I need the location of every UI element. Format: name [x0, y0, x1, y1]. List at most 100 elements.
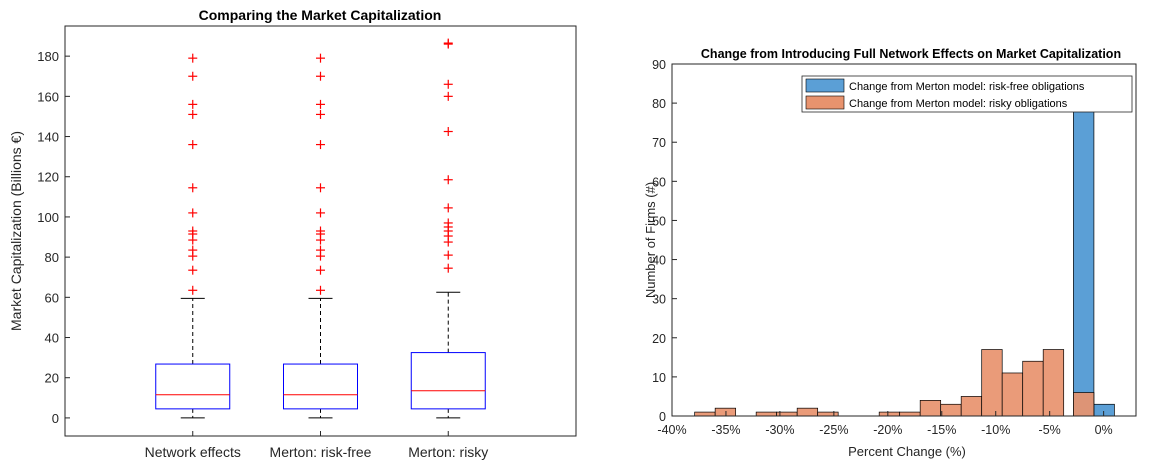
histogram-title: Change from Introducing Full Network Eff…: [701, 47, 1121, 61]
histogram-x-axis-label: Percent Change (%): [848, 444, 966, 459]
boxplot-title: Comparing the Market Capitalization: [199, 7, 442, 23]
outlier-marker: [316, 226, 325, 236]
outlier-marker: [443, 218, 453, 228]
histogram-x-tick-label: -30%: [765, 423, 794, 437]
boxplot-y-ticks: 0 20 40 60 80 100 120 140 160 180: [37, 49, 70, 426]
legend-label-risk-free: Change from Merton model: risk-free obli…: [849, 81, 1085, 93]
histogram-bar-risky: [1042, 349, 1065, 417]
histogram-bar-risky: [694, 411, 716, 417]
histogram-y-tick-label: 60: [652, 175, 666, 189]
histogram-bars: [694, 79, 1115, 417]
histogram-y-tick-label: 0: [659, 410, 666, 424]
outlier-marker: [188, 53, 198, 63]
histogram-bar-risky: [1001, 372, 1024, 417]
boxplot-group: [410, 38, 486, 419]
boxplot-y-tick-label: 80: [45, 250, 59, 265]
outlier-marker: [316, 245, 325, 255]
outlier-marker: [188, 226, 198, 236]
outlier-marker: [316, 71, 325, 81]
legend-swatch-risky: [805, 95, 845, 110]
outlier-marker: [316, 183, 325, 193]
outlier-marker: [188, 245, 198, 255]
outlier-marker: [443, 175, 453, 185]
boxplot-category-label: Merton: risk-free: [270, 444, 372, 460]
boxplot-y-tick-label: 20: [45, 371, 59, 386]
boxplot-y-tick-label: 160: [37, 89, 59, 104]
outlier-marker: [316, 140, 325, 150]
histogram-x-tick-label: -10%: [981, 423, 1010, 437]
histogram-bar-risky: [714, 407, 737, 417]
histogram-y-tick-label: 80: [652, 97, 666, 111]
histogram-x-ticks: -40% -35% -30% -25% -20% -15% -10% -5% 0%: [657, 411, 1113, 437]
boxplot-category-label: Merton: risky: [408, 444, 488, 460]
boxplot-y-tick-label: 120: [37, 170, 59, 185]
boxplot-y-tick-label: 140: [37, 130, 59, 145]
histogram-bar-risky: [1073, 392, 1095, 417]
boxplot-y-tick-label: 100: [37, 210, 59, 225]
outlier-marker: [443, 91, 453, 101]
legend-swatch-risk-free: [805, 78, 845, 93]
histogram-y-tick-label: 70: [652, 136, 666, 150]
histogram-x-tick-label: -40%: [657, 423, 686, 437]
histogram-x-tick-label: -20%: [873, 423, 902, 437]
histogram-axes-frame: [671, 63, 1137, 417]
boxplot-x-ticks: Network effects Merton: risk-free Merton: …: [145, 431, 488, 460]
histogram-y-tick-label: 90: [652, 58, 666, 72]
boxplot-y-tick-label: 40: [45, 331, 59, 346]
outlier-marker: [443, 203, 453, 213]
histogram-bar-risky: [981, 349, 1003, 417]
boxplot-group: [283, 53, 358, 419]
outlier-marker: [316, 285, 325, 295]
histogram-bar-risky: [919, 400, 942, 417]
histogram-bar-risky: [1022, 360, 1044, 417]
outlier-marker: [188, 285, 198, 295]
box-iqr: [155, 363, 231, 410]
box-iqr: [410, 352, 486, 410]
outlier-marker: [443, 250, 453, 260]
outlier-marker: [188, 99, 198, 109]
histogram-y-ticks: 0 10 20 30 40 50 60 70 80 90: [652, 58, 677, 424]
outlier-marker: [443, 79, 453, 89]
histogram-x-tick-label: -25%: [819, 423, 848, 437]
legend-label-risky: Change from Merton model: risky obligati…: [849, 98, 1068, 110]
outlier-marker: [443, 127, 453, 137]
histogram-x-tick-label: -15%: [927, 423, 956, 437]
legend-box: [801, 75, 1133, 113]
boxplot-y-tick-label: 60: [45, 290, 59, 305]
histogram-bar-risky: [796, 407, 819, 417]
outlier-marker: [316, 265, 325, 275]
boxplot-category-label: Network effects: [145, 444, 241, 460]
outlier-marker: [316, 53, 325, 63]
histogram-legend: Change from Merton model: risk-free obli…: [801, 75, 1133, 113]
histogram-bar-risky: [817, 411, 839, 417]
boxplot-panel: Comparing the Market Capitalization Mark…: [8, 7, 577, 460]
box-iqr: [283, 363, 358, 410]
histogram-x-tick-label: -35%: [711, 423, 740, 437]
outlier-marker: [188, 109, 198, 119]
outlier-marker: [188, 265, 198, 275]
histogram-bar-risky: [899, 411, 921, 417]
boxplot-y-tick-label: 0: [52, 411, 59, 426]
outlier-marker: [188, 140, 198, 150]
histogram-y-tick-label: 40: [652, 254, 666, 268]
histogram-bar-risky: [878, 411, 901, 417]
histogram-y-tick-label: 10: [652, 371, 666, 385]
histogram-y-tick-label: 50: [652, 214, 666, 228]
histogram-bar-risky: [755, 411, 778, 417]
outlier-marker: [316, 208, 325, 218]
boxplot-marks: [155, 38, 486, 419]
histogram-bar-risky: [940, 403, 962, 417]
histogram-bar-risk-free: [1073, 79, 1095, 417]
histogram-bar-risky: [960, 396, 983, 417]
outlier-marker: [443, 38, 453, 48]
histogram-y-tick-label: 30: [652, 293, 666, 307]
outlier-marker: [188, 208, 198, 218]
outlier-marker: [316, 109, 325, 119]
boxplot-group: [155, 53, 231, 419]
outlier-marker: [316, 99, 325, 109]
histogram-bar-risk-free: [1093, 403, 1115, 417]
outlier-marker: [188, 71, 198, 81]
outlier-marker: [188, 183, 198, 193]
outlier-marker: [443, 263, 453, 273]
